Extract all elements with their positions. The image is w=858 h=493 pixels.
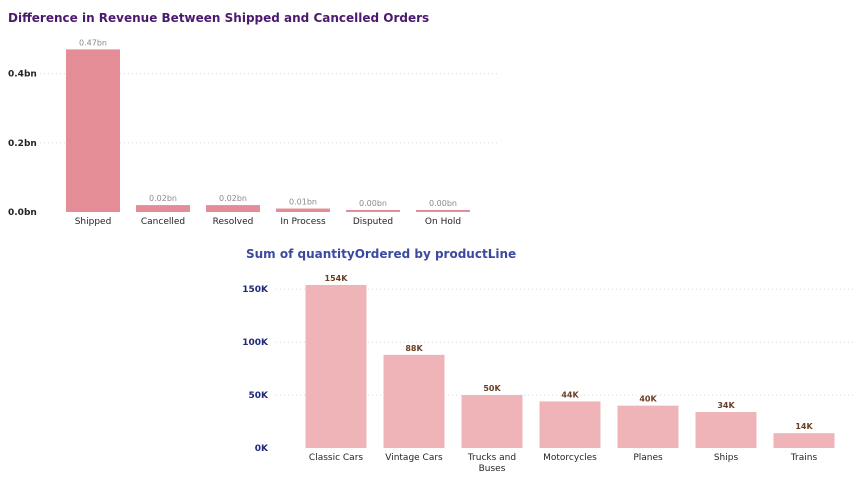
x-tick-label: Cancelled bbox=[141, 217, 185, 227]
data-label: 0.00bn bbox=[359, 199, 387, 208]
bar[interactable] bbox=[305, 284, 367, 448]
data-label: 34K bbox=[717, 401, 735, 410]
y-tick-label: 0K bbox=[255, 444, 269, 454]
x-tick-label: Planes bbox=[633, 453, 663, 463]
data-label: 50K bbox=[483, 384, 501, 393]
x-tick-label: Ships bbox=[714, 453, 739, 463]
data-label: 40K bbox=[639, 395, 657, 404]
chart1-title: Difference in Revenue Between Shipped an… bbox=[8, 11, 430, 25]
bar[interactable] bbox=[461, 395, 523, 448]
bar[interactable] bbox=[539, 401, 601, 448]
x-tick-label: Classic Cars bbox=[309, 453, 363, 463]
bar[interactable] bbox=[383, 354, 445, 448]
data-label: 14K bbox=[795, 422, 813, 431]
data-label: 0.02bn bbox=[219, 194, 247, 203]
y-tick-label: 0.4bn bbox=[8, 70, 37, 80]
x-tick-label: Shipped bbox=[75, 217, 112, 227]
data-label: 0.01bn bbox=[289, 198, 317, 207]
chart2-title: Sum of quantityOrdered by productLine bbox=[246, 247, 517, 261]
x-tick-label: Motorcycles bbox=[543, 453, 597, 463]
data-label: 0.00bn bbox=[429, 199, 457, 208]
data-label: 154K bbox=[325, 274, 349, 283]
y-tick-label: 50K bbox=[249, 391, 270, 401]
bar[interactable] bbox=[206, 205, 260, 212]
data-label: 0.47bn bbox=[79, 38, 107, 47]
bar[interactable] bbox=[66, 49, 120, 212]
y-tick-label: 100K bbox=[242, 338, 269, 348]
bar[interactable] bbox=[773, 433, 835, 448]
bar[interactable] bbox=[346, 210, 400, 212]
y-tick-label: 0.2bn bbox=[8, 139, 37, 149]
bar[interactable] bbox=[695, 412, 757, 448]
y-tick-label: 0.0bn bbox=[8, 208, 37, 218]
x-tick-label: On Hold bbox=[425, 217, 461, 227]
y-tick-label: 150K bbox=[242, 285, 269, 295]
quantity-by-productline-chart: 0K 50K 100K 150K 154K Classic Cars 88K Vintage … bbox=[242, 274, 855, 474]
bar[interactable] bbox=[136, 205, 190, 212]
x-tick-label: Resolved bbox=[213, 217, 254, 227]
bar[interactable] bbox=[617, 405, 679, 448]
x-tick-label: Trucks and Buses bbox=[467, 453, 516, 474]
bar[interactable] bbox=[276, 208, 330, 212]
x-tick-label: Disputed bbox=[353, 217, 393, 227]
x-tick-label: Trains bbox=[790, 453, 818, 463]
bar[interactable] bbox=[416, 210, 470, 212]
data-label: 44K bbox=[561, 390, 579, 399]
x-tick-label: Vintage Cars bbox=[385, 453, 443, 463]
data-label: 0.02bn bbox=[149, 194, 177, 203]
x-tick-label: In Process bbox=[280, 217, 326, 227]
data-label: 88K bbox=[405, 344, 423, 353]
revenue-by-status-chart: 0.0bn 0.2bn 0.4bn 0.47bn Shipped 0.02bn Cancel… bbox=[8, 38, 500, 227]
